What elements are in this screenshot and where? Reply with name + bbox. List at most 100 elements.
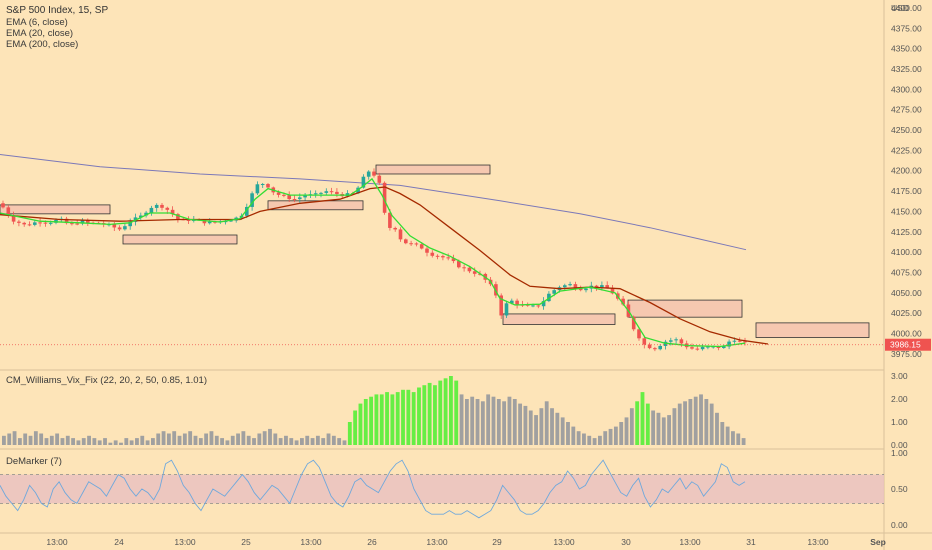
demarker-line <box>0 459 746 519</box>
candle-body <box>282 194 286 196</box>
candle-94 <box>499 293 503 319</box>
candle-body <box>504 303 509 316</box>
candle-body <box>536 305 541 307</box>
vix-bar-17 <box>92 438 97 445</box>
vix-bar-33 <box>177 435 182 445</box>
legend-ema200[interactable]: EMA (200, close) <box>6 39 78 50</box>
candle-body <box>690 347 694 349</box>
vix-fix-title[interactable]: CM_Williams_Vix_Fix (22, 20, 2, 50, 0.85… <box>6 375 207 386</box>
candle-body <box>303 195 307 198</box>
vix-tick-label: 3.00 <box>891 371 908 381</box>
candle-body <box>674 339 678 341</box>
candle-body <box>75 223 79 225</box>
vix-bar-15 <box>81 438 86 445</box>
price-tick-label: 4100.00 <box>891 247 922 257</box>
candle-131 <box>695 346 700 351</box>
vix-bar-12 <box>65 435 70 445</box>
candle-body <box>642 338 647 345</box>
vix-bar-14 <box>76 440 81 445</box>
candle-113 <box>600 281 604 291</box>
candle-body <box>128 221 132 227</box>
vix-bar-0 <box>2 435 6 445</box>
candle-50 <box>266 182 270 189</box>
vix-bar-42 <box>225 440 230 445</box>
demarker-tick-label: 0.00 <box>891 520 908 530</box>
candle-4 <box>22 221 26 227</box>
vix-tick-label: 1.00 <box>891 417 908 427</box>
candle-body <box>313 193 318 195</box>
vix-bar-128 <box>683 401 687 445</box>
vix-bar-113 <box>603 431 608 445</box>
vix-bar-71 <box>379 394 384 445</box>
vix-bar-23 <box>124 438 129 445</box>
candle-body <box>462 267 466 269</box>
vix-bar-86 <box>459 394 464 445</box>
candle-body <box>86 220 90 223</box>
candle-body <box>287 195 291 200</box>
vix-bar-76 <box>406 389 411 445</box>
candle-0 <box>1 200 5 209</box>
vix-bar-41 <box>220 438 225 445</box>
last-price-value: 3986.15 <box>890 340 921 350</box>
vix-bar-96 <box>512 399 517 445</box>
candle-95 <box>504 300 509 319</box>
vix-bar-85 <box>454 380 459 445</box>
candle-122 <box>647 342 652 350</box>
time-tick-label: 13:00 <box>426 537 448 547</box>
candle-body <box>578 288 583 291</box>
candle-body <box>38 222 42 224</box>
vix-bar-54 <box>289 438 294 445</box>
price-tick-label: 4175.00 <box>891 186 922 196</box>
candle-body <box>117 227 122 230</box>
vix-bar-32 <box>172 431 177 445</box>
vix-bar-82 <box>438 380 443 445</box>
vix-bar-11 <box>60 438 65 445</box>
vix-bar-44 <box>236 433 240 445</box>
candle-body <box>430 252 435 256</box>
candle-body <box>435 255 440 257</box>
candle-body <box>499 295 503 316</box>
price-tick-label: 4050.00 <box>891 288 922 298</box>
vix-bar-107 <box>571 426 576 445</box>
vix-bar-28 <box>151 438 155 445</box>
candle-body <box>17 221 21 223</box>
candle-body <box>409 243 413 245</box>
vix-bar-38 <box>204 433 209 445</box>
vix-bar-92 <box>491 396 496 445</box>
candle-body <box>33 222 37 225</box>
candle-137 <box>727 339 731 350</box>
vix-bar-49 <box>262 431 267 445</box>
vix-bar-127 <box>677 403 682 445</box>
vix-bar-132 <box>704 399 709 445</box>
candle-77 <box>409 240 413 247</box>
candle-body <box>329 191 334 193</box>
candle-body <box>27 224 32 226</box>
candle-body <box>653 348 657 350</box>
vix-tick-label: 0.00 <box>891 440 908 450</box>
candle-body <box>737 340 742 342</box>
vix-bar-40 <box>214 435 219 445</box>
vix-bar-97 <box>518 403 523 445</box>
vix-bar-95 <box>507 396 512 445</box>
vix-bar-63 <box>337 438 342 445</box>
candle-body <box>144 212 148 216</box>
time-tick-label: 24 <box>114 537 124 547</box>
candle-70 <box>372 168 376 178</box>
vix-bar-79 <box>422 385 427 445</box>
demarker-axis: 1.00 0.50 0.00 <box>891 448 908 530</box>
legend-ema20[interactable]: EMA (20, close) <box>6 28 73 39</box>
candle-body <box>679 339 684 344</box>
candle-body <box>170 209 175 215</box>
price-tick-label: 4000.00 <box>891 328 922 338</box>
candle-body <box>695 348 700 350</box>
candle-27 <box>144 210 148 218</box>
time-tick-label: 13:00 <box>174 537 196 547</box>
demarker-title[interactable]: DeMarker (7) <box>6 456 62 467</box>
candle-7 <box>38 218 42 227</box>
legend-ema6[interactable]: EMA (6, close) <box>6 17 68 28</box>
candle-body <box>743 341 747 343</box>
candle-body <box>610 287 615 294</box>
vix-bar-55 <box>294 440 299 445</box>
